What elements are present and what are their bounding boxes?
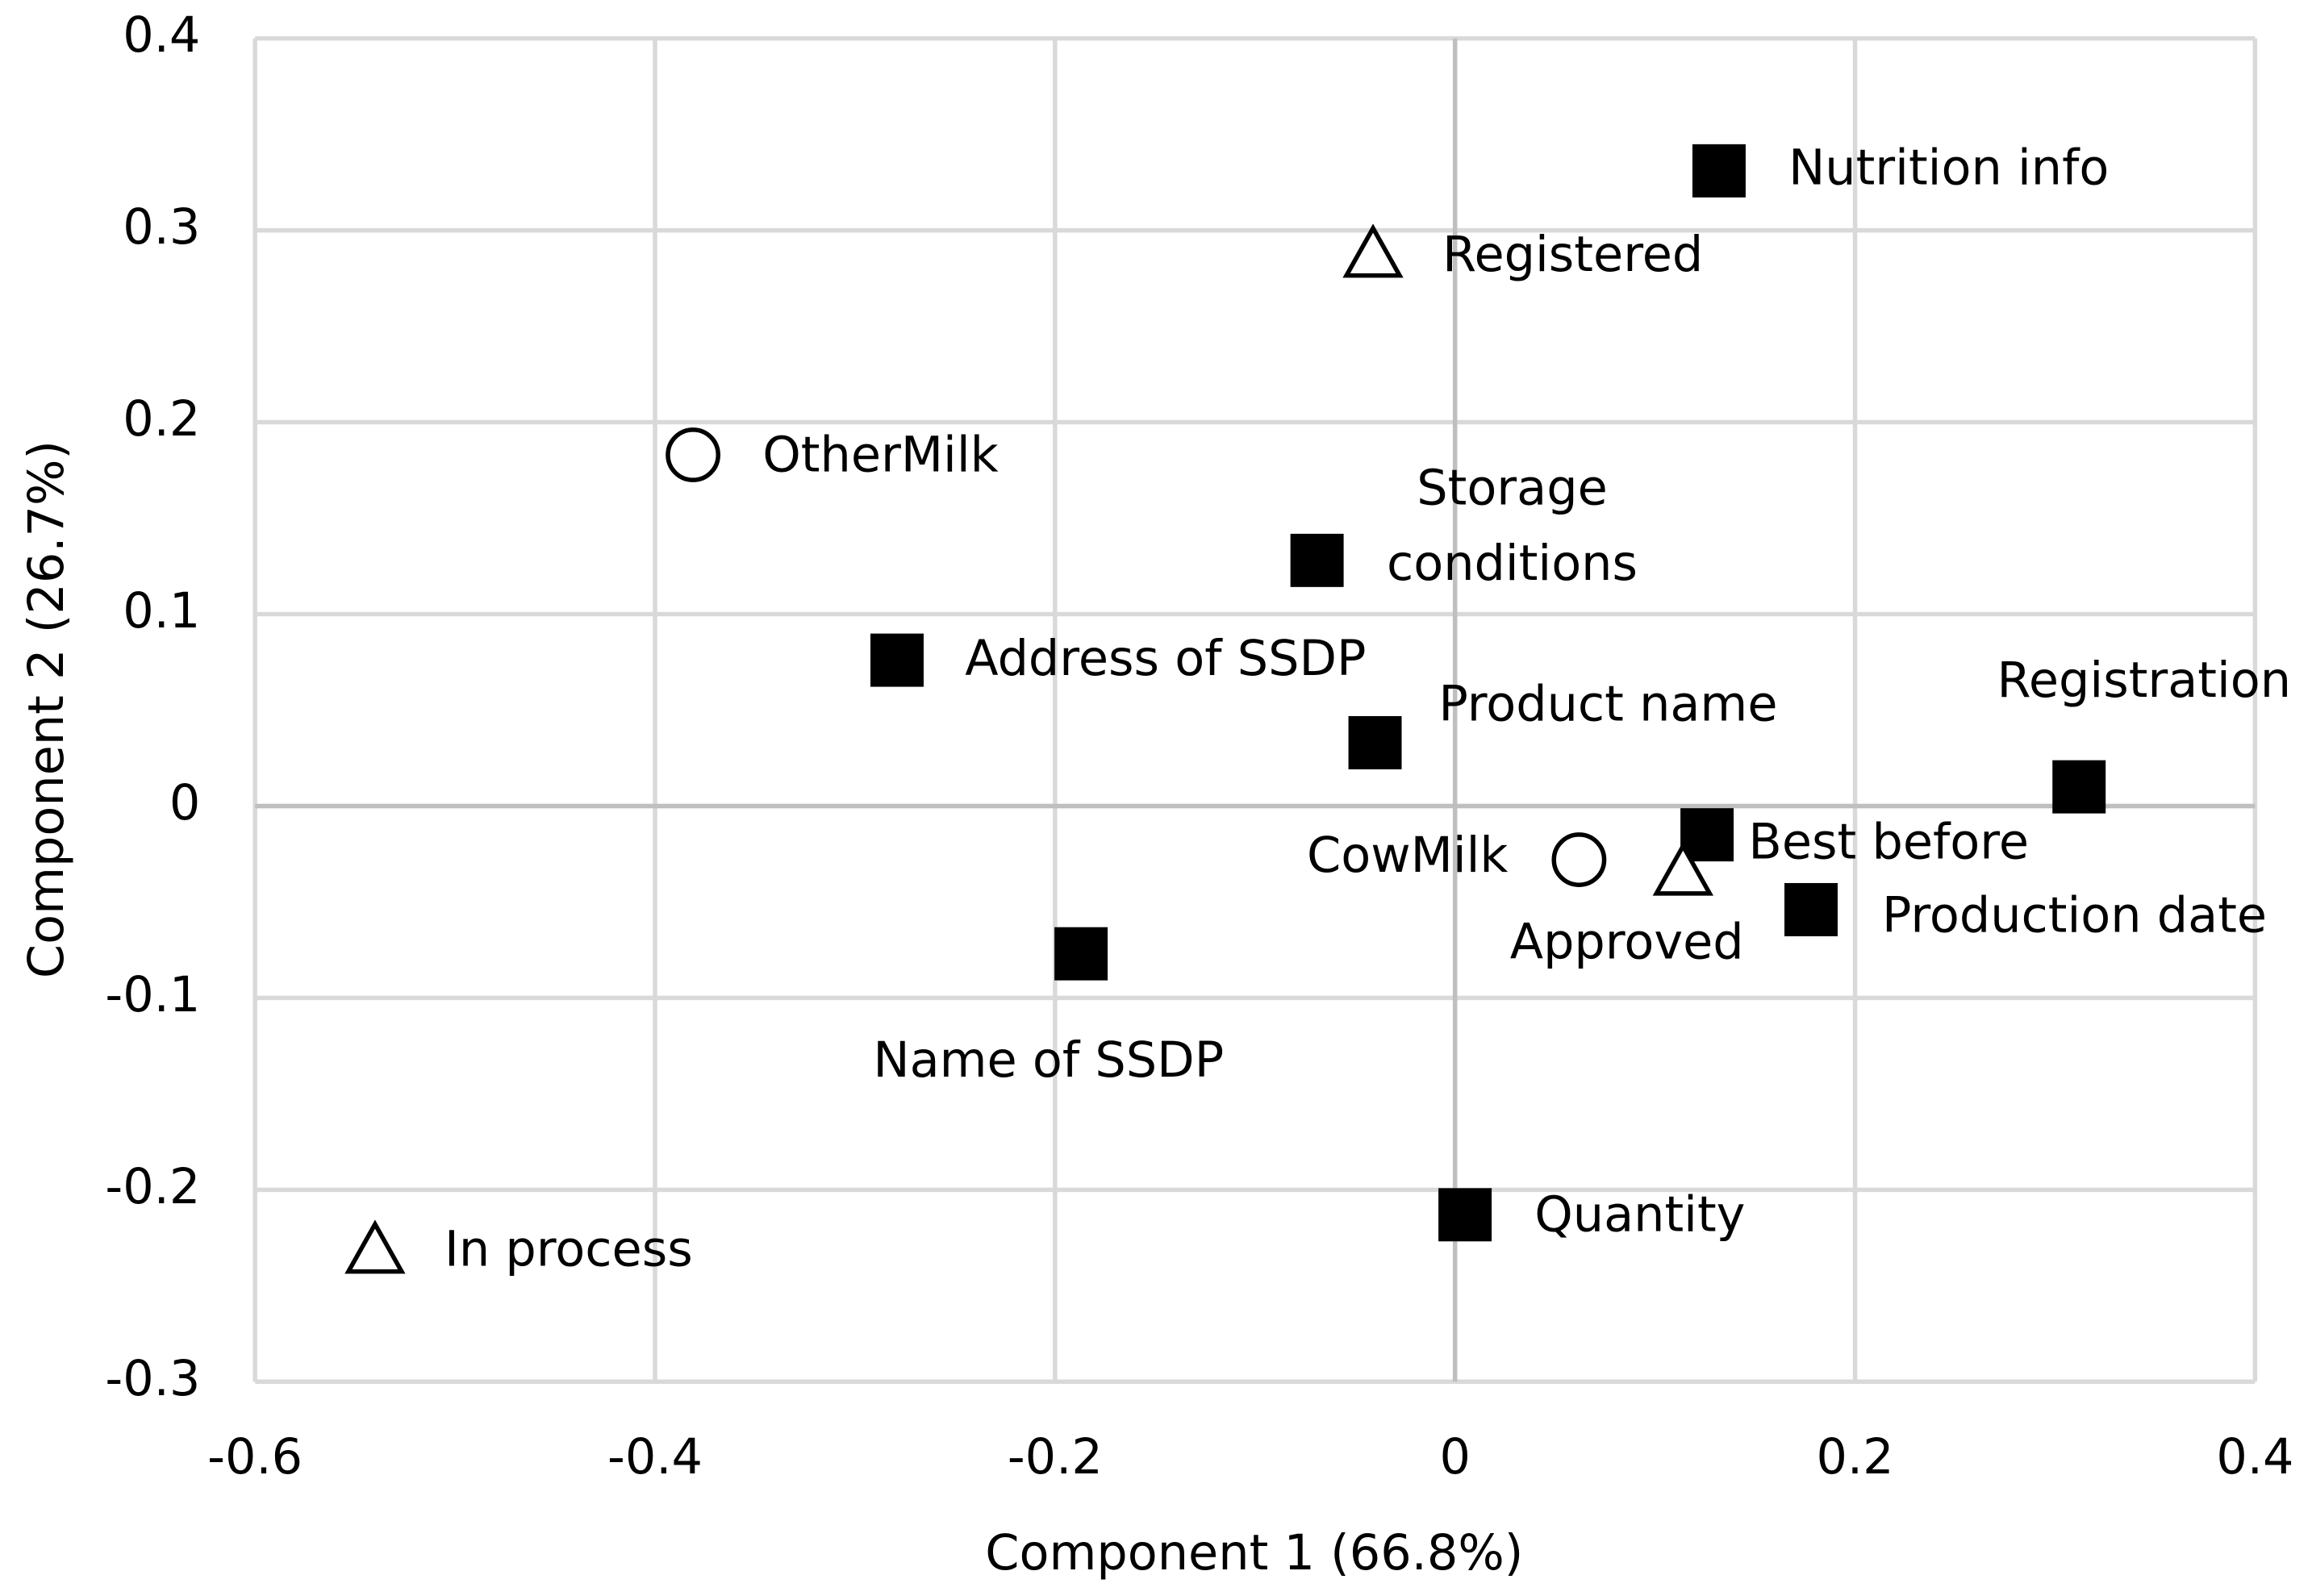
point-label: conditions	[1387, 535, 1638, 592]
point	[1692, 144, 1746, 198]
point-label: Registered	[1442, 227, 1703, 283]
y-tick-label: 0.1	[123, 583, 200, 640]
point-label: Best before	[1748, 815, 2029, 871]
y-tick-label: 0.2	[123, 391, 200, 448]
y-tick-label: -0.2	[105, 1159, 200, 1215]
y-tick-label: 0	[169, 775, 200, 831]
point-label: Name of SSDP	[873, 1032, 1224, 1089]
marks: Nutrition info Registered OtherMilk Storage…	[344, 140, 2292, 1277]
point	[1680, 808, 1734, 862]
point	[1290, 533, 1344, 587]
point-label: Storage	[1417, 460, 1608, 516]
grid: -0.6 -0.4 -0.2 0 0.2 0.4 -0.3 -0.2 -0.1 0 0.1 0.2 0.…	[105, 7, 2293, 1486]
point	[1342, 223, 1404, 278]
point-label: Address of SSDP	[965, 631, 1366, 687]
point	[666, 427, 721, 482]
x-tick-label: 0	[1439, 1429, 1470, 1486]
x-tick-label: 0.2	[1816, 1429, 1893, 1486]
y-tick-label: 0.4	[123, 7, 200, 64]
point-label: Approved	[1510, 915, 1744, 971]
y-axis-title: Component 2 (26.7%)	[19, 440, 75, 978]
point	[1438, 1188, 1492, 1242]
point-label: Nutrition info	[1788, 140, 2109, 196]
point-label: Product name	[1438, 677, 1777, 733]
x-axis-title: Component 1 (66.8%)	[985, 1525, 1523, 1581]
point-label: Production date	[1882, 888, 2267, 944]
point-label: OtherMilk	[762, 427, 998, 483]
point	[1551, 832, 1607, 887]
point-label: Registration	[1997, 652, 2292, 709]
point	[1652, 841, 1714, 896]
point-label: CowMilk	[1307, 827, 1508, 884]
x-tick-label: 0.4	[2216, 1429, 2293, 1486]
x-tick-label: -0.4	[607, 1429, 703, 1486]
point-label: In process	[444, 1221, 693, 1277]
point	[1054, 927, 1108, 981]
point	[1348, 715, 1402, 769]
y-tick-label: -0.3	[105, 1351, 200, 1407]
y-tick-label: -0.1	[105, 967, 200, 1023]
point-label: Quantity	[1534, 1187, 1745, 1244]
point	[1784, 882, 1838, 936]
x-tick-label: -0.2	[1008, 1429, 1103, 1486]
point	[870, 633, 924, 687]
point	[344, 1219, 406, 1274]
point	[2052, 760, 2106, 814]
y-tick-label: 0.3	[123, 199, 200, 256]
x-tick-label: -0.6	[207, 1429, 303, 1486]
